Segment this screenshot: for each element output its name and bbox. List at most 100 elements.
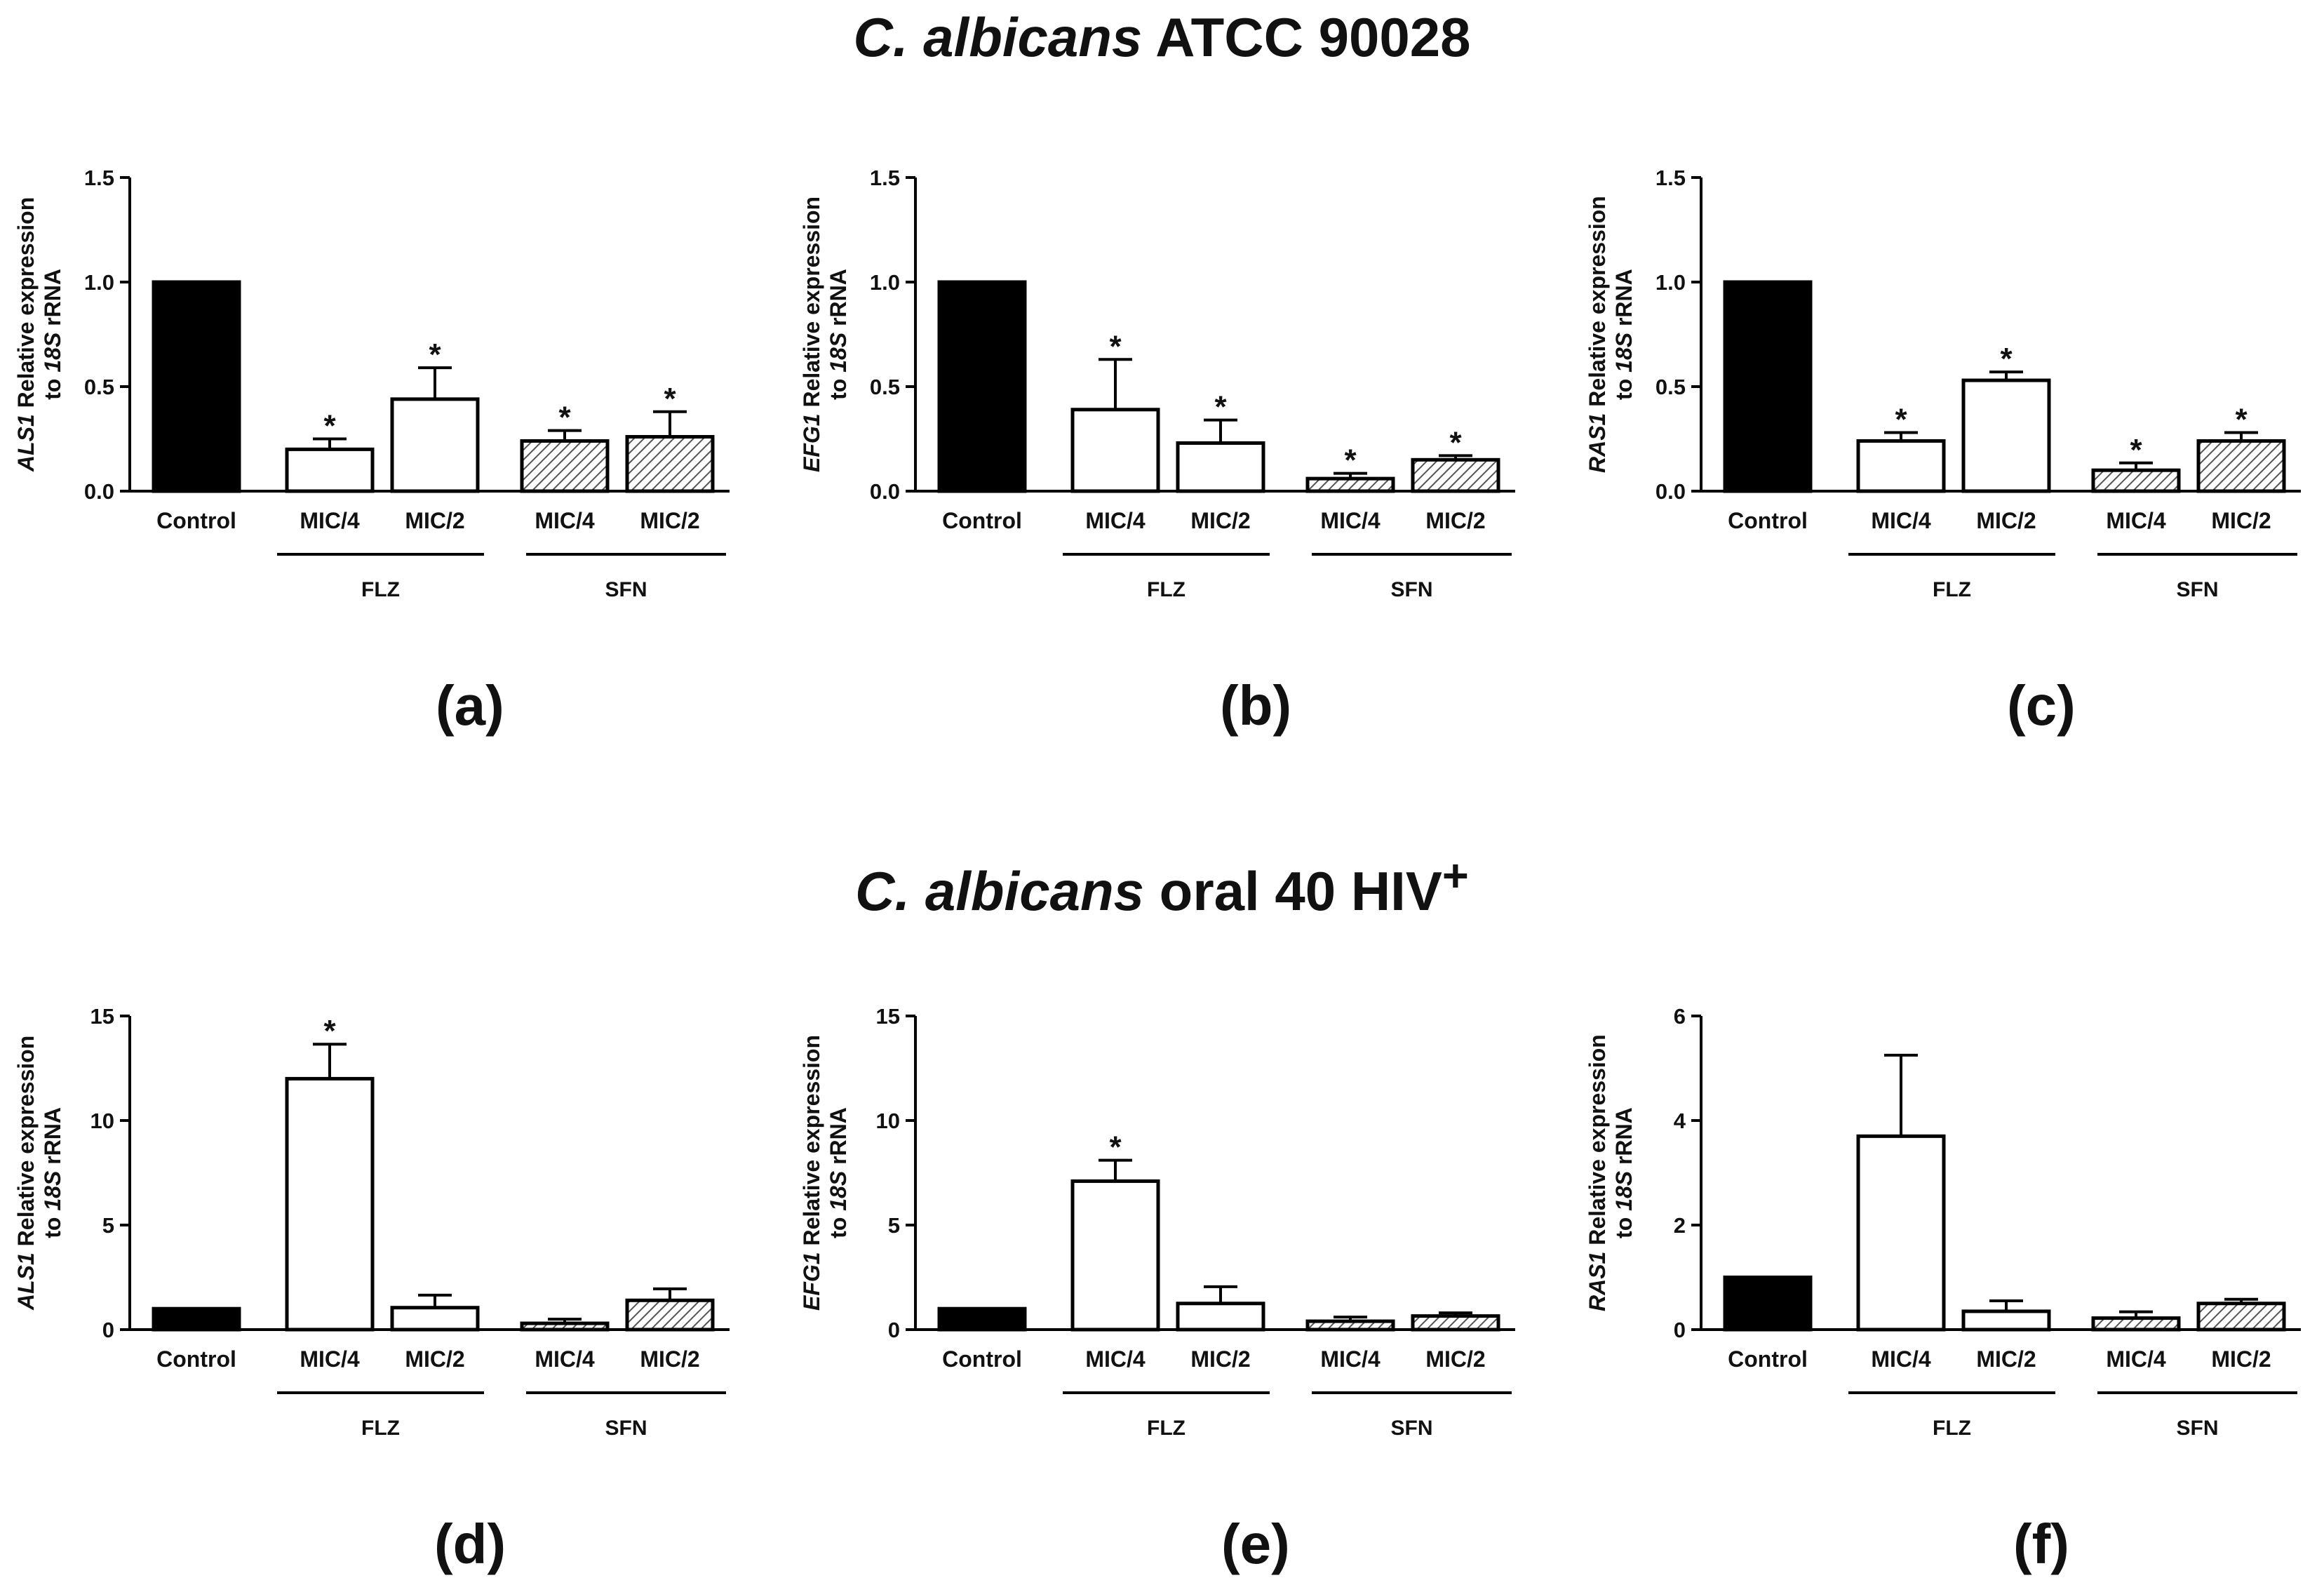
bar-1 — [1856, 439, 1946, 493]
y-tick-label: 0.5 — [1655, 375, 1686, 399]
y-label-line2-gene: 18S — [40, 1170, 65, 1211]
panel-label: (e) — [1221, 1513, 1290, 1575]
bar-1 — [1856, 1134, 1946, 1332]
bar-1 — [285, 1076, 375, 1332]
bar-4 — [625, 1298, 715, 1332]
y-label-gene: ALS1 — [13, 414, 39, 472]
category-label-0: Control — [942, 508, 1022, 533]
significance-star-4: * — [1449, 425, 1462, 460]
category-label-2: MIC/2 — [1190, 1346, 1250, 1372]
y-label-line1: Relative expression — [799, 196, 824, 414]
bar-2 — [1961, 378, 2051, 493]
panel-label: (b) — [1220, 674, 1292, 737]
significance-star-1: * — [1109, 329, 1122, 363]
y-tick-label: 6 — [1674, 1004, 1686, 1029]
significance-star-3: * — [558, 401, 571, 435]
y-label-gene: RAS1 — [1585, 1251, 1610, 1311]
category-label-2: MIC/2 — [1190, 508, 1250, 533]
bar-3 — [1305, 1319, 1395, 1332]
y-label-gene: EFG1 — [799, 413, 824, 472]
significance-star-2: * — [1214, 390, 1227, 424]
title-italic: C. albicans — [855, 860, 1144, 922]
y-tick-label: 1.0 — [84, 270, 114, 295]
y-tick-label: 1.5 — [84, 166, 114, 190]
category-label-1: MIC/4 — [1085, 1346, 1146, 1372]
y-tick-label: 0 — [102, 1318, 114, 1342]
significance-star-4: * — [664, 382, 676, 416]
y-label-line2-gene: 18S — [40, 332, 65, 373]
y-axis-label: RAS1 Relative expression to 18S rRNA — [1584, 1034, 1637, 1311]
category-label-4: MIC/2 — [640, 508, 699, 533]
panel-label: (c) — [2007, 674, 2076, 737]
title-rest: oral 40 HIV — [1159, 860, 1442, 922]
y-label-line2-post: rRNA — [1611, 269, 1637, 333]
y-tick-label: 0 — [888, 1318, 900, 1342]
y-axis-label: ALS1 Relative expression to 18S rRNA — [13, 1036, 66, 1310]
bar-3 — [1305, 476, 1395, 493]
group-label-0: FLZ — [1933, 578, 1971, 601]
category-label-1: MIC/4 — [300, 1346, 360, 1372]
group-label-0: FLZ — [361, 578, 400, 601]
chart-panel-2: 0.0 0.5 1.0 1.5 Control * MIC/4 * MIC/2 * MIC/4 * MI… — [1571, 0, 2301, 737]
category-label-1: MIC/4 — [1085, 508, 1146, 533]
bar-0 — [937, 280, 1027, 493]
y-tick-label: 0.0 — [84, 479, 114, 504]
bar-4 — [1411, 457, 1500, 493]
y-tick-label: 15 — [90, 1004, 114, 1029]
y-label-line2-gene: 18S — [1611, 1170, 1637, 1211]
y-tick-label: 1.5 — [870, 166, 900, 190]
y-tick-label: 0.5 — [870, 375, 900, 399]
chart-panel-1: 0.0 0.5 1.0 1.5 Control * MIC/4 * MIC/2 * MIC/4 * MI… — [786, 0, 1515, 737]
category-label-3: MIC/4 — [1320, 508, 1381, 533]
group-label-0: FLZ — [361, 1417, 400, 1440]
y-tick-label: 10 — [876, 1109, 900, 1133]
y-label-gene: EFG1 — [799, 1252, 824, 1311]
group-label-1: SFN — [1391, 1417, 1433, 1440]
bar-0 — [152, 280, 241, 493]
category-label-3: MIC/4 — [1320, 1346, 1381, 1372]
group-label-1: SFN — [2177, 578, 2219, 601]
group-label-1: SFN — [1391, 578, 1433, 601]
bar-3 — [520, 439, 610, 493]
bar-1 — [1070, 1179, 1160, 1332]
group-label-0: FLZ — [1147, 578, 1185, 601]
significance-star-3: * — [1344, 443, 1357, 478]
y-label-line2-post: rRNA — [1611, 1107, 1637, 1171]
y-tick-label: 0.0 — [870, 479, 900, 504]
y-label-line2-gene: 18S — [826, 1170, 851, 1211]
category-label-1: MIC/4 — [1871, 508, 1931, 533]
y-axis-label: EFG1 Relative expression to 18S rRNA — [798, 196, 852, 472]
category-label-0: Control — [1728, 1346, 1808, 1372]
panel-label: (a) — [436, 674, 504, 737]
category-label-4: MIC/2 — [2211, 1346, 2271, 1372]
y-tick-label: 0.0 — [1655, 479, 1686, 504]
category-label-2: MIC/2 — [405, 1346, 464, 1372]
bar-0 — [1723, 280, 1813, 493]
significance-star-2: * — [2000, 342, 2013, 376]
y-label-line2-pre: to — [1611, 372, 1637, 400]
group-label-0: FLZ — [1147, 1417, 1185, 1440]
y-label-line1: Relative expression — [1585, 1034, 1610, 1252]
bar-3 — [520, 1321, 610, 1332]
significance-star-1: * — [1895, 403, 1907, 437]
panel-label: (f) — [2013, 1513, 2069, 1575]
category-label-3: MIC/4 — [2106, 1346, 2166, 1372]
y-label-line2-post: rRNA — [826, 1107, 851, 1171]
y-tick-label: 1.5 — [1655, 166, 1686, 190]
category-label-4: MIC/2 — [640, 1346, 699, 1372]
bar-2 — [1961, 1309, 2051, 1332]
group-label-1: SFN — [2177, 1417, 2219, 1440]
category-label-3: MIC/4 — [535, 508, 595, 533]
y-label-gene: RAS1 — [1585, 413, 1610, 473]
group-label-1: SFN — [605, 1417, 647, 1440]
category-label-3: MIC/4 — [2106, 508, 2166, 533]
significance-star-1: * — [1109, 1130, 1122, 1165]
bar-2 — [390, 397, 480, 493]
category-label-0: Control — [942, 1346, 1022, 1372]
y-label-line2-pre: to — [826, 372, 851, 400]
y-label-line1: Relative expression — [1585, 196, 1610, 413]
category-label-2: MIC/2 — [405, 508, 464, 533]
category-label-4: MIC/2 — [2211, 508, 2271, 533]
y-tick-label: 5 — [888, 1213, 900, 1238]
y-label-gene: ALS1 — [13, 1252, 39, 1310]
